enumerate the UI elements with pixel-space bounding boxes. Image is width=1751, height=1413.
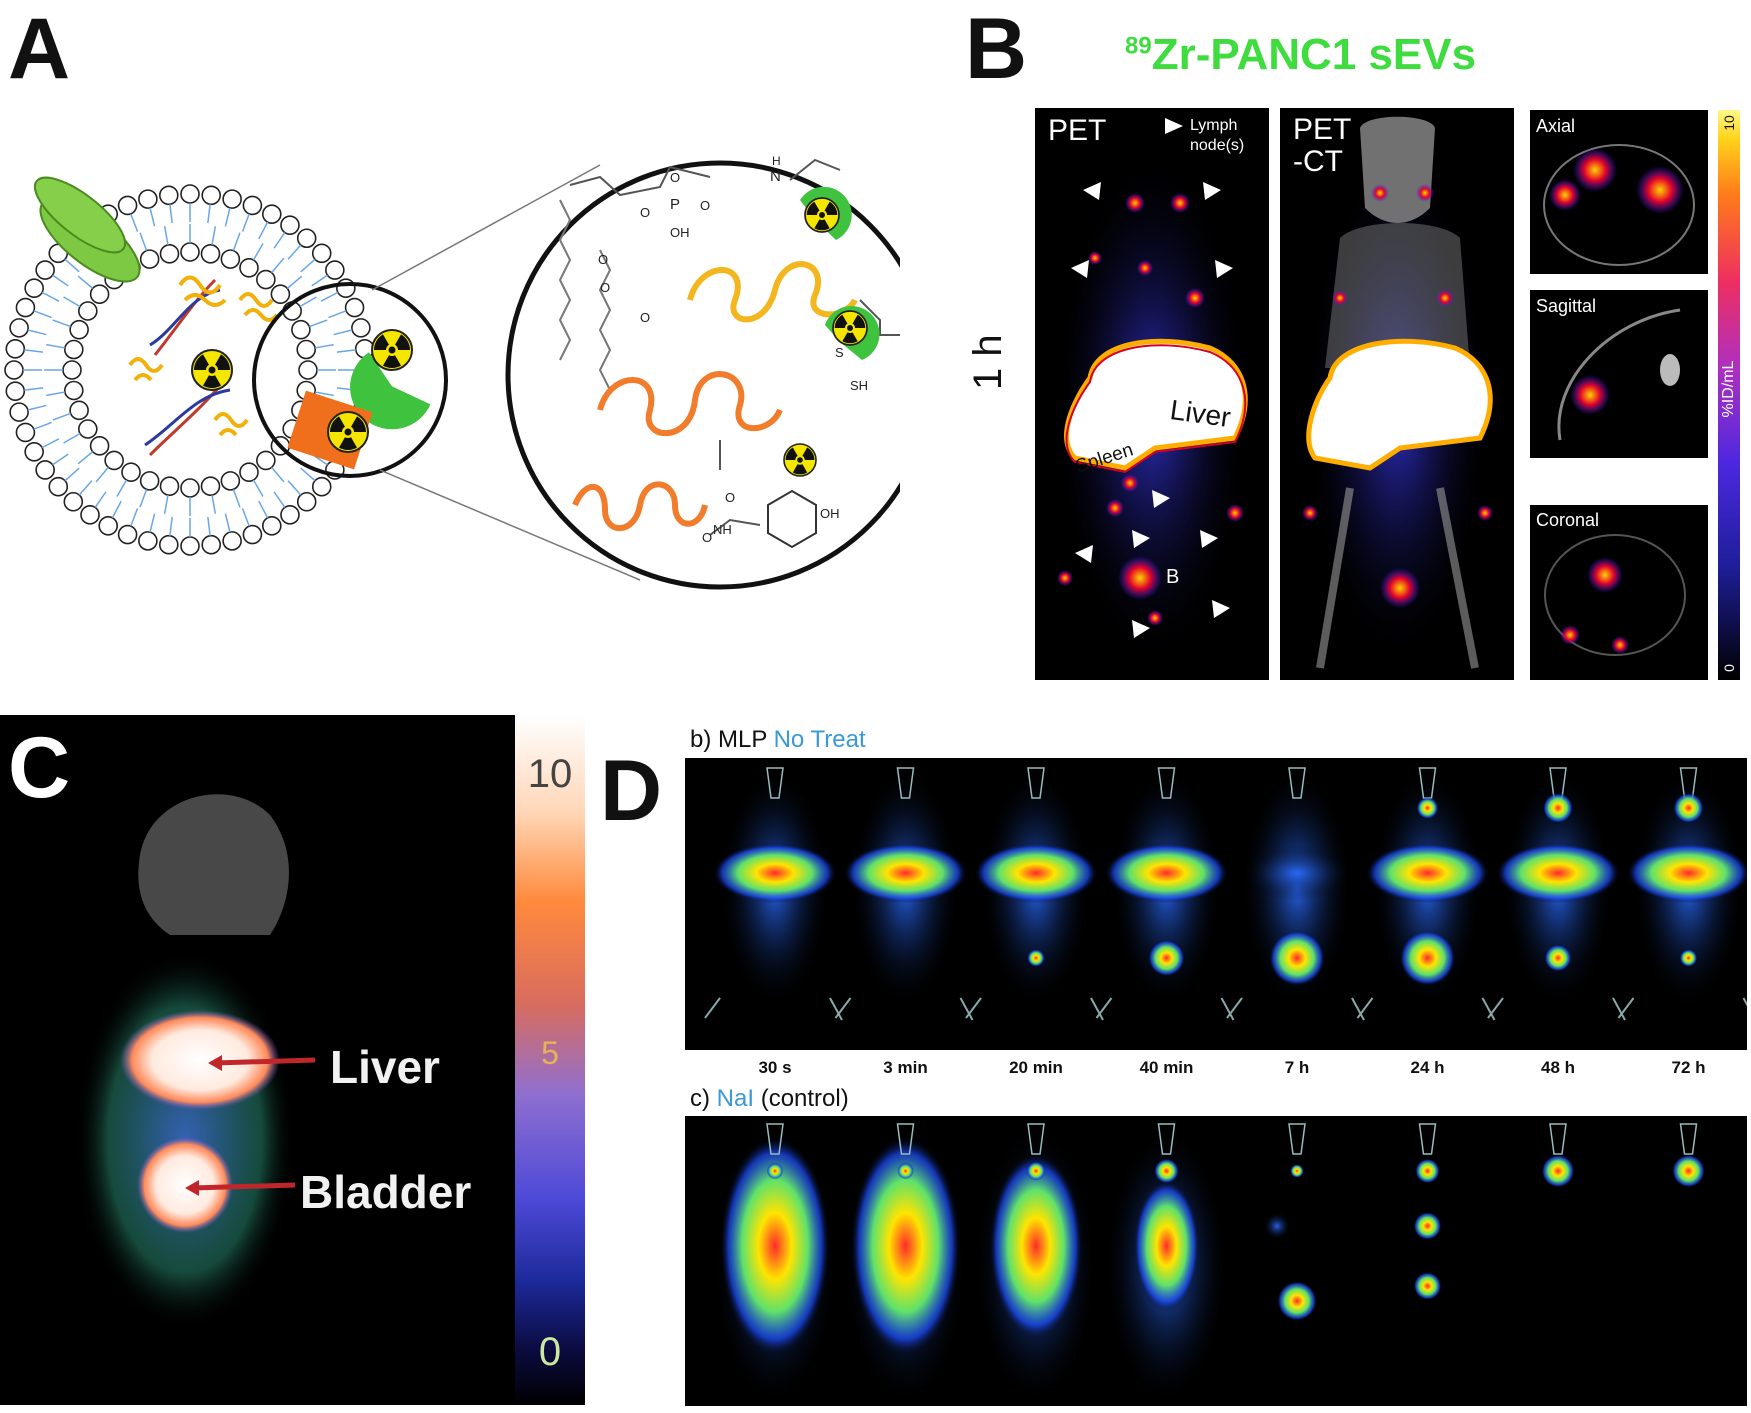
panel-d-letter: D: [600, 743, 663, 839]
panel-b-title-main: Zr-PANC1 sEVs: [1151, 30, 1477, 79]
colorscale-c-top: 10: [527, 752, 573, 796]
panel-b-title: 89Zr-PANC1 sEVs: [1125, 30, 1476, 80]
pet-label: PET: [1048, 114, 1107, 147]
lymph-node-label: Lymph node(s): [1190, 117, 1245, 154]
panel-c-letter: C: [8, 720, 71, 816]
panel-b-title-sup: 89: [1125, 32, 1152, 60]
chem-label-oh2: OH: [820, 506, 840, 521]
colorscale-b-unit: %ID/mL: [1720, 360, 1737, 418]
chem-label-nh2: NH: [713, 522, 732, 537]
timepoint-label: 72 h: [1671, 1058, 1706, 1077]
chem-label-o6: O: [640, 310, 651, 325]
chem-label-o2: O: [700, 198, 711, 213]
pet-ct-label: PET -CT: [1293, 113, 1352, 178]
chem-label-s: S: [835, 345, 844, 360]
chem-label-sh: SH: [850, 378, 869, 393]
colorscale-b-max: 10: [1721, 115, 1737, 131]
panel-c-image: [0, 715, 515, 1405]
coronal-label: Coronal: [1536, 510, 1600, 530]
chem-label-o7: O: [725, 490, 736, 505]
axial-view: [1530, 110, 1708, 274]
magnifier-large-circle: [505, 160, 900, 590]
timepoint-label: 7 h: [1284, 1058, 1310, 1077]
exosome-schematic: [4, 158, 900, 590]
sagittal-label: Sagittal: [1536, 296, 1597, 316]
chem-label-o8: O: [702, 530, 713, 545]
colorscale-c: [515, 715, 585, 1405]
pet-image: [1035, 108, 1269, 680]
bladder-label-b: B: [1166, 566, 1180, 588]
magnifier-small-circle: [252, 282, 448, 478]
nai-control-strip: [685, 1116, 1747, 1406]
timepoint-label: 30 s: [758, 1058, 792, 1077]
timepoint-label: 3 min: [883, 1058, 928, 1077]
chem-label-o1: O: [670, 170, 681, 185]
row-b-label: b) MLP No Treat: [690, 726, 866, 753]
timepoint-label: 20 min: [1009, 1058, 1063, 1077]
timepoint-label: 24 h: [1410, 1058, 1445, 1077]
timepoint-label: 48 h: [1540, 1058, 1576, 1077]
colorscale-b-min: 0: [1721, 664, 1737, 672]
panel-a-letter: A: [8, 1, 71, 97]
bladder-label-c: Bladder: [300, 1166, 472, 1218]
colorscale-c-mid: 5: [541, 1035, 559, 1071]
timepoint-label: 40 min: [1139, 1058, 1194, 1077]
mlp-no-treat-strip: [685, 758, 1747, 1050]
chem-label-h: H: [772, 154, 781, 168]
axial-label: Axial: [1536, 116, 1576, 136]
colorscale-c-bottom: 0: [538, 1330, 562, 1374]
chem-label-p: P: [670, 196, 681, 213]
row-c-label: c) NaI (control): [690, 1085, 849, 1112]
chem-label-o5: O: [600, 280, 611, 295]
chem-label-oh1: OH: [670, 225, 690, 240]
panel-b-letter: B: [965, 1, 1028, 97]
colorscale-b: [1718, 110, 1740, 680]
coronal-view: [1530, 505, 1708, 680]
chem-label-o4: O: [598, 252, 609, 267]
pet-ct-image: [1280, 108, 1514, 680]
chem-label-o3: O: [640, 205, 651, 220]
sagittal-view: [1530, 290, 1708, 458]
chem-label-nh: N: [770, 168, 781, 185]
liver-label-c: Liver: [330, 1041, 440, 1093]
panel-b-time-label: 1 h: [966, 334, 1010, 390]
